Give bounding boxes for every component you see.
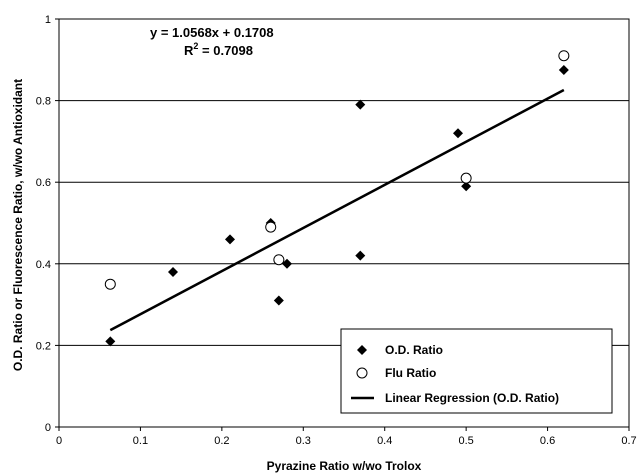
od-ratio-point xyxy=(168,266,178,277)
regression-line-layer xyxy=(109,88,565,332)
y-tick-label: 0.2 xyxy=(36,340,51,352)
flu-ratio-point xyxy=(265,221,277,233)
legend-box xyxy=(340,328,613,414)
y-axis-title: O.D. Ratio or Fluorescence Ratio, w/wo A… xyxy=(11,79,25,371)
od-ratio-point xyxy=(105,336,116,347)
legend-marker-flu-ratio xyxy=(356,367,368,379)
od-ratio-point xyxy=(225,234,235,245)
x-tick-label: 0.2 xyxy=(214,435,229,447)
data-points xyxy=(104,50,570,347)
regression-line xyxy=(109,88,565,332)
legend: O.D. Ratio Flu Ratio Linear Regression (… xyxy=(340,328,613,414)
od-ratio-point xyxy=(558,65,569,75)
grid-lines xyxy=(59,100,629,346)
od-ratio-point xyxy=(461,181,472,192)
y-tick-label: 0.6 xyxy=(36,177,51,189)
flu-ratio-point xyxy=(104,278,116,290)
x-tick-label: 0.7 xyxy=(621,435,636,447)
y-tick-label: 1 xyxy=(45,14,51,26)
od-ratio-point xyxy=(282,258,292,269)
flu-ratio-point xyxy=(558,50,570,62)
plot-area xyxy=(58,18,630,428)
od-ratio-point xyxy=(355,250,366,261)
od-ratio-point xyxy=(273,295,284,306)
flu-ratio-point xyxy=(273,254,285,266)
y-tick-label: 0.4 xyxy=(36,259,51,271)
legend-label-flu-ratio: Flu Ratio xyxy=(385,366,436,380)
y-tick-label: 0.8 xyxy=(36,96,51,108)
x-tick-label: 0.4 xyxy=(377,435,392,447)
legend-label-regression: Linear Regression (O.D. Ratio) xyxy=(385,391,559,405)
od-ratio-point xyxy=(355,99,366,110)
axis-ticks: 0 0.2 0.4 0.6 0.8 1 0 0.1 0.2 0.3 0.4 0.5 0.6 0.7 xyxy=(36,14,637,447)
x-tick-label: 0.3 xyxy=(296,435,311,447)
y-tick-label: 0 xyxy=(45,422,51,434)
legend-marker-od-ratio xyxy=(357,345,367,355)
od-ratio-point xyxy=(453,128,463,139)
legend-label-od-ratio: O.D. Ratio xyxy=(385,343,443,357)
x-tick-label: 0.1 xyxy=(133,435,148,447)
x-tick-label: 0.5 xyxy=(458,435,473,447)
r-squared: R2 = 0.7098 xyxy=(184,41,253,58)
x-tick-label: 0 xyxy=(56,435,62,447)
x-axis-title: Pyrazine Ratio w/wo Trolox xyxy=(267,459,422,473)
x-tick-label: 0.6 xyxy=(540,435,555,447)
regression-equation: y = 1.0568x + 0.1708 xyxy=(150,25,274,40)
flu-ratio-point xyxy=(460,172,472,184)
